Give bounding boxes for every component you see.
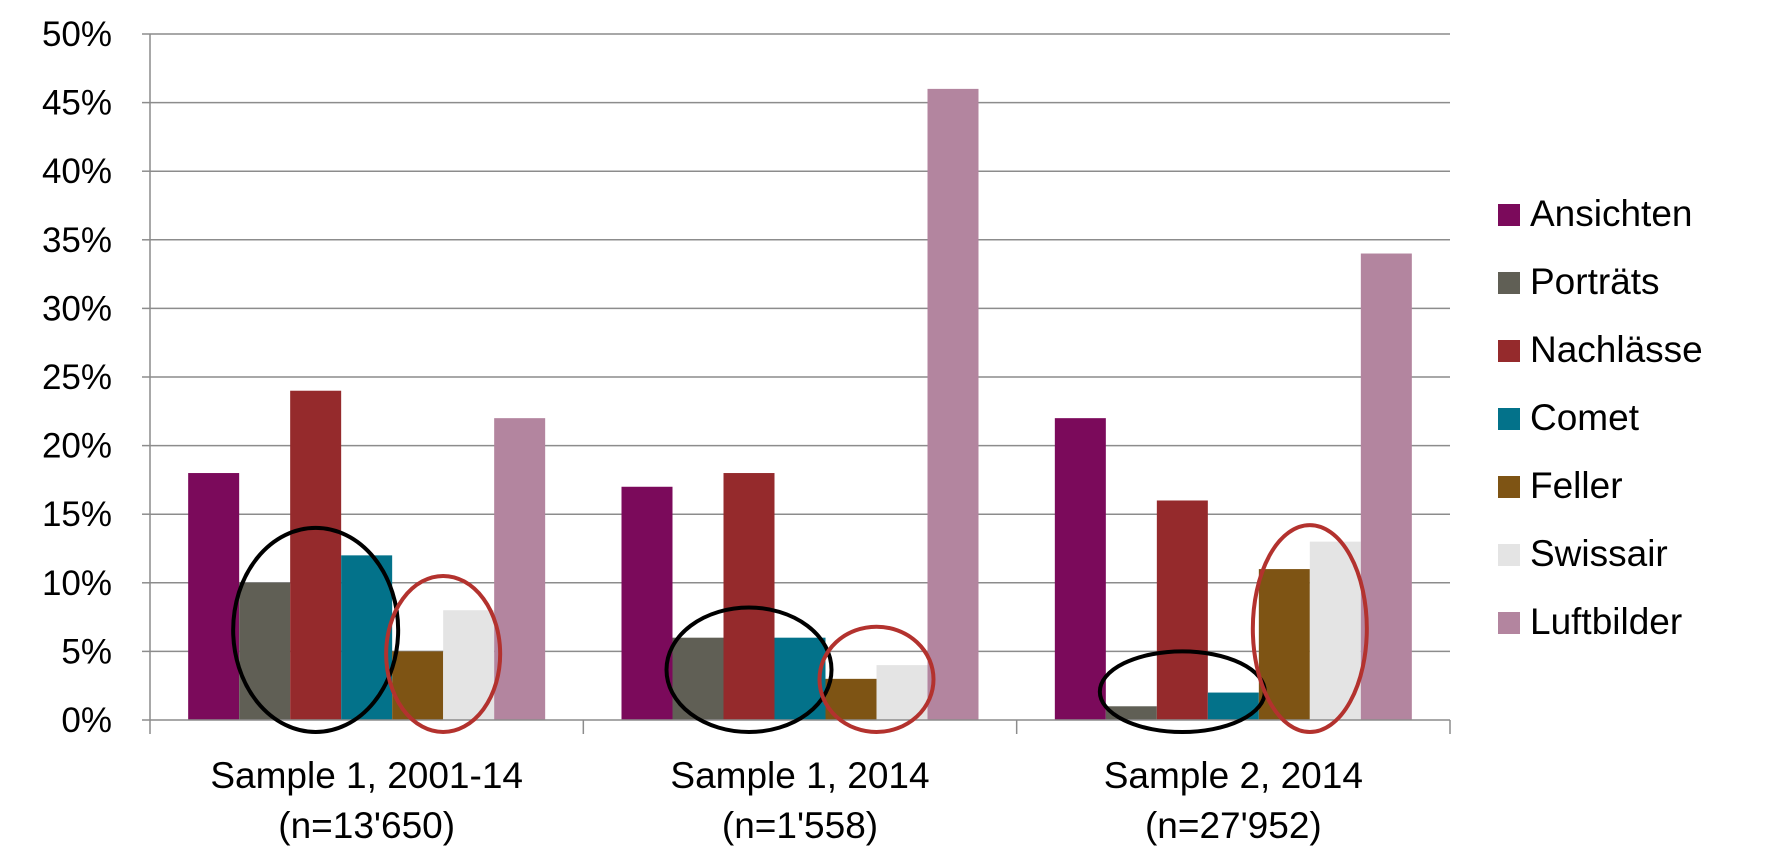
y-tick-label: 50% xyxy=(42,15,112,54)
y-tick-label: 15% xyxy=(42,495,112,534)
bar-swissair xyxy=(876,665,928,720)
legend-swatch xyxy=(1498,204,1520,226)
bars xyxy=(188,88,1412,720)
x-category-label: (n=27'952) xyxy=(1145,805,1322,846)
x-category-label: Sample 2, 2014 xyxy=(1104,755,1363,796)
y-tick-label: 40% xyxy=(42,152,112,191)
annotation-ellipse xyxy=(664,605,834,734)
annotation-ellipse xyxy=(817,624,936,734)
legend-label: Comet xyxy=(1530,397,1640,438)
legend-label: Porträts xyxy=(1530,261,1660,302)
x-category-label: Sample 1, 2014 xyxy=(670,755,929,796)
legend-swatch xyxy=(1498,408,1520,430)
x-category-label: (n=13'650) xyxy=(278,805,455,846)
bar-nachlässe xyxy=(290,390,342,720)
legend: Ansichten Porträts Nachlässe Comet Feller Swi… xyxy=(1498,193,1703,642)
y-tick-label: 20% xyxy=(42,427,112,466)
bar-porträts xyxy=(239,582,291,720)
legend-swatch xyxy=(1498,340,1520,362)
bar-comet xyxy=(341,555,393,720)
legend-label: Nachlässe xyxy=(1530,329,1703,370)
bar-swissair xyxy=(443,610,495,720)
legend-swatch xyxy=(1498,272,1520,294)
y-tick-label: 30% xyxy=(42,289,112,328)
y-tick-label: 25% xyxy=(42,358,112,397)
legend-swatch xyxy=(1498,476,1520,498)
bar-nachlässe xyxy=(1156,500,1208,720)
legend-label: Swissair xyxy=(1530,533,1668,574)
y-tick-label: 5% xyxy=(61,632,112,671)
annotation-ellipse xyxy=(1250,523,1369,735)
legend-swatch xyxy=(1498,612,1520,634)
legend-label: Feller xyxy=(1530,465,1623,506)
bar-luftbilder xyxy=(927,88,979,720)
legend-label: Luftbilder xyxy=(1530,601,1682,642)
y-tick-label: 0% xyxy=(61,701,112,740)
bar-nachlässe xyxy=(723,473,775,720)
x-axis-category-labels: Sample 1, 2001-14 (n=13'650) Sample 1, 201… xyxy=(210,755,1363,846)
legend-label: Ansichten xyxy=(1530,193,1693,234)
bar-ansichten xyxy=(188,473,240,720)
legend-swatch xyxy=(1498,544,1520,566)
bar-swissair xyxy=(1309,541,1361,720)
y-axis-tick-labels: 0% 5% 10% 15% 20% 25% 30% 35% 40% 45% 50% xyxy=(42,15,112,740)
bar-feller xyxy=(392,651,444,720)
annotation-ellipses xyxy=(231,523,1369,735)
bar-ansichten xyxy=(1054,418,1106,720)
x-category-label: (n=1'558) xyxy=(722,805,878,846)
bar-ansichten xyxy=(621,486,673,720)
annotation-ellipse xyxy=(384,573,503,734)
y-tick-label: 10% xyxy=(42,564,112,603)
x-category-label: Sample 1, 2001-14 xyxy=(210,755,523,796)
bar-luftbilder xyxy=(1360,253,1412,720)
bar-porträts xyxy=(672,637,724,720)
y-tick-label: 35% xyxy=(42,221,112,260)
annotation-ellipse xyxy=(231,525,401,735)
y-tick-label: 45% xyxy=(42,84,112,123)
bar-luftbilder xyxy=(494,418,546,720)
